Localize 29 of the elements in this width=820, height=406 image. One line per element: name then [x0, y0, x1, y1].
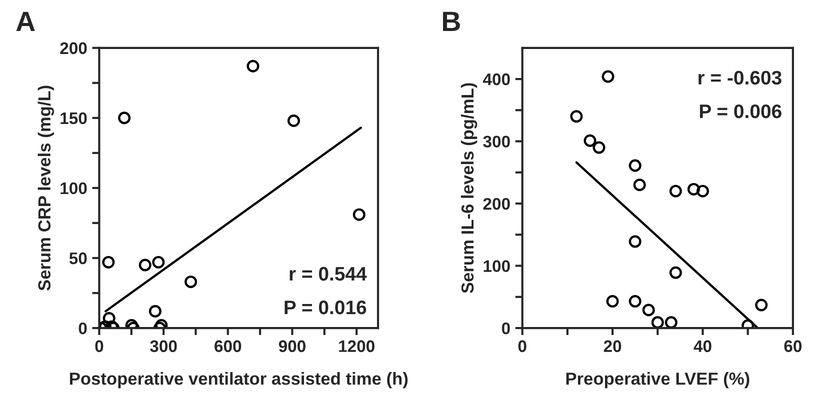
x-tick-label: 0 — [95, 340, 104, 352]
annotation: P = 0.016 — [284, 300, 366, 314]
x-axis-title: Preoperative LVEF (%) — [566, 372, 750, 388]
x-tick-label: 60 — [784, 340, 802, 352]
y-tick-label: 400 — [482, 73, 510, 86]
annotation: P = 0.006 — [700, 104, 782, 118]
x-tick-label: 900 — [278, 340, 306, 352]
x-tick-label: 40 — [694, 340, 712, 352]
y-tick-label: 200 — [483, 198, 510, 210]
y-tick-label: 200 — [60, 42, 87, 54]
annotation: r = -0.603 — [698, 70, 782, 85]
y-tick-label: 150 — [60, 112, 87, 124]
x-tick-label: 0 — [518, 340, 526, 352]
y-tick-label: 0 — [78, 322, 87, 334]
y-tick-label: 300 — [483, 136, 510, 148]
x-axis-title: Postoperative ventilator assisted time (h) — [70, 372, 408, 388]
annotation: r = 0.544 — [290, 266, 367, 281]
y-tick-label: 100 — [484, 260, 510, 272]
y-tick-label: 0 — [502, 322, 510, 334]
x-tick-label: 20 — [604, 340, 622, 352]
y-tick-label: 100 — [60, 182, 87, 194]
text: A — [16, 12, 35, 31]
y-tick-label: 50 — [69, 252, 87, 264]
x-tick-label: 300 — [150, 340, 177, 352]
y-axis-title: Serum CRP levels (mg/L) — [38, 86, 54, 291]
text: B — [443, 12, 460, 31]
x-tick-label: 600 — [214, 340, 242, 352]
x-tick-label: 1200 — [339, 340, 374, 352]
y-axis-title: Serum IL-6 levels (pg/mL) — [460, 83, 478, 294]
